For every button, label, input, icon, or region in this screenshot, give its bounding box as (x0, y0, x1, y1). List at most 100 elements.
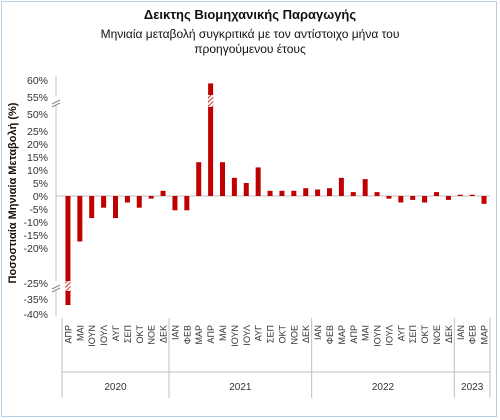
year-label: 2020 (104, 382, 127, 393)
x-tick-label: ΙΟΥΝ (373, 325, 383, 347)
x-tick-label: ΜΑΙ (361, 325, 371, 341)
y-tick-label: 55% (27, 92, 48, 104)
bar (350, 192, 356, 196)
x-tick-label: ΣΕΠ (123, 325, 133, 343)
bar (77, 196, 83, 242)
bar (279, 190, 285, 196)
y-tick-label: 25% (27, 126, 48, 138)
bar-break-hatch (208, 95, 214, 107)
bar (374, 192, 380, 196)
bar (362, 179, 368, 196)
x-tick-label: ΝΟΕ (289, 325, 299, 345)
chart-title: Δεικτης Βιομηχανικής Παραγωγής (143, 7, 357, 22)
x-tick-label: ΜΑΡ (194, 325, 204, 345)
y-tick-label: 5% (33, 178, 48, 190)
y-tick-label: 15% (27, 152, 48, 164)
x-tick-label: ΑΠΡ (63, 325, 73, 344)
bar (422, 196, 428, 203)
bar (136, 196, 142, 208)
x-tick-label: ΙΑΝ (313, 325, 323, 340)
y-tick-label: 10% (27, 165, 48, 177)
bar (386, 196, 392, 199)
x-tick-label: ΔΕΚ (159, 325, 169, 343)
x-tick-label: ΝΟΕ (432, 325, 442, 345)
year-label: 2022 (372, 382, 395, 393)
bar (469, 194, 475, 196)
bar (160, 190, 166, 196)
bar (243, 183, 249, 196)
bar (338, 177, 344, 196)
y-tick-label: -15% (23, 230, 48, 242)
x-tick-label: ΑΠΡ (206, 325, 216, 344)
x-tick-label: ΙΟΥΛ (384, 325, 394, 346)
y-tick-label: 60% (27, 75, 48, 87)
y-tick-label: 20% (27, 139, 48, 151)
x-tick-label: ΟΚΤ (420, 325, 430, 344)
y-tick-label: -20% (23, 243, 48, 255)
x-tick-label: ΔΕΚ (444, 325, 454, 343)
x-tick-label: ΙΑΝ (456, 325, 466, 340)
y-tick-label: -5% (29, 204, 48, 216)
x-tick-label: ΣΕΠ (408, 325, 418, 343)
x-tick-label: ΜΑΡ (480, 325, 490, 345)
bar (89, 196, 95, 219)
x-tick-label: ΙΟΥΝ (87, 325, 97, 347)
bar (445, 196, 451, 200)
bar (184, 196, 190, 211)
bar (148, 196, 154, 199)
y-tick-label: -25% (23, 278, 48, 290)
year-label: 2023 (461, 382, 484, 393)
year-label: 2021 (229, 382, 252, 393)
axis-break-upper (51, 99, 61, 108)
bar (398, 196, 404, 203)
axis-break-lower-gap (51, 281, 61, 291)
bar (255, 167, 261, 196)
x-tick-label: ΑΥΓ (254, 325, 264, 341)
x-tick-label: ΙΟΥΝ (230, 325, 240, 347)
bar (124, 196, 130, 203)
x-tick-label: ΑΠΡ (349, 325, 359, 344)
bar (196, 162, 202, 196)
bar (113, 196, 118, 219)
x-tick-label: ΑΥΓ (111, 325, 121, 341)
bar (231, 177, 237, 196)
x-tick-label: ΔΕΚ (301, 325, 311, 343)
axis-break-lower (51, 284, 61, 293)
y-tick-label: 0% (33, 191, 48, 203)
bar (208, 83, 214, 196)
bar-break-hatch (65, 281, 71, 291)
bar (267, 190, 273, 196)
y-tick-label: 50% (27, 109, 48, 121)
x-tick-label: ΣΕΠ (266, 325, 276, 343)
bar (410, 196, 416, 200)
x-tick-label: ΟΚΤ (277, 325, 287, 344)
y-tick-label: -10% (23, 217, 48, 229)
x-tick-label: ΦΕΒ (468, 325, 478, 344)
bar (172, 196, 178, 211)
bar (457, 194, 463, 196)
x-tick-label: ΙΟΥΛ (242, 325, 252, 346)
x-tick-label: ΜΑΡ (337, 325, 347, 345)
bar (327, 188, 332, 196)
bar (303, 188, 309, 196)
y-axis-label: Ποσοστιαία Μηνιαία Μεταβολή (%) (7, 102, 19, 283)
bar (481, 196, 487, 204)
x-tick-label: ΜΑΙ (75, 325, 85, 341)
y-tick-label: -35% (23, 294, 48, 306)
bar (315, 189, 321, 196)
x-tick-label: ΦΕΒ (325, 325, 335, 344)
bar (101, 196, 107, 208)
x-tick-label: ΙΟΥΛ (99, 325, 109, 346)
y-tick-label: -40% (23, 309, 48, 321)
axis-break-upper-gap (51, 96, 61, 106)
bar (220, 162, 225, 196)
x-tick-label: ΑΥΓ (396, 325, 406, 341)
x-tick-label: ΦΕΒ (182, 325, 192, 344)
bar (434, 192, 439, 196)
x-tick-label: ΙΑΝ (170, 325, 180, 340)
x-tick-label: ΜΑΙ (218, 325, 228, 341)
chart-subtitle: Μηνιαία μεταβολή συγκριτικά με τον αντίσ… (100, 27, 400, 56)
x-tick-label: ΝΟΕ (147, 325, 157, 345)
